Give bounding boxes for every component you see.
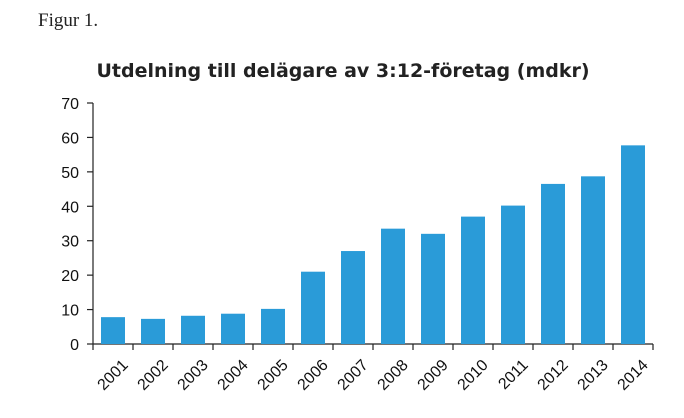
bar-2011 [501, 205, 525, 344]
x-axis: 2001 2002 2003 2004 2005 2006 2007 2008 2009 2010… [92, 343, 654, 394]
x-tick-label: 2004 [215, 357, 252, 394]
y-tick-label: 60 [61, 130, 79, 147]
bar-2013 [581, 176, 605, 344]
y-axis: 0 10 20 30 40 50 60 70 [61, 96, 94, 354]
bar-2005 [261, 308, 285, 344]
x-tick-label: 2010 [455, 357, 492, 394]
bar-2001 [101, 317, 125, 344]
x-tick-label: 2012 [535, 357, 572, 394]
x-tick-label: 2013 [575, 357, 612, 394]
x-tick-label: 2001 [95, 357, 132, 394]
y-tick-label: 70 [61, 96, 79, 113]
bar-2003 [181, 315, 205, 344]
bar-2008 [381, 228, 405, 344]
bar-2002 [141, 318, 165, 344]
y-tick-label: 50 [61, 165, 79, 182]
x-tick-label: 2006 [295, 357, 332, 394]
figure-label: Figur 1. [38, 10, 99, 31]
x-tick-label: 2008 [375, 357, 412, 394]
bar-2006 [301, 271, 325, 344]
bar-2009 [421, 233, 445, 344]
bar-2012 [541, 183, 565, 344]
bar-2010 [461, 216, 485, 344]
bars [101, 145, 645, 344]
x-tick-label: 2011 [495, 357, 531, 393]
x-tick-label: 2002 [135, 357, 172, 394]
x-tick-label: 2009 [415, 357, 452, 394]
x-tick-label: 2005 [255, 357, 292, 394]
x-tick-label: 2007 [335, 357, 372, 394]
bar-2004 [221, 313, 245, 344]
y-tick-label: 0 [70, 337, 79, 354]
chart-title: Utdelning till delägare av 3:12-företag … [96, 60, 589, 82]
x-tick-label: 2003 [175, 357, 212, 394]
bar-2014 [621, 145, 645, 344]
y-tick-label: 20 [61, 268, 79, 285]
y-tick-label: 10 [61, 303, 79, 320]
y-tick-label: 30 [61, 234, 79, 251]
bar-2007 [341, 251, 365, 344]
x-tick-label: 2014 [615, 357, 652, 394]
y-tick-label: 40 [61, 199, 79, 216]
